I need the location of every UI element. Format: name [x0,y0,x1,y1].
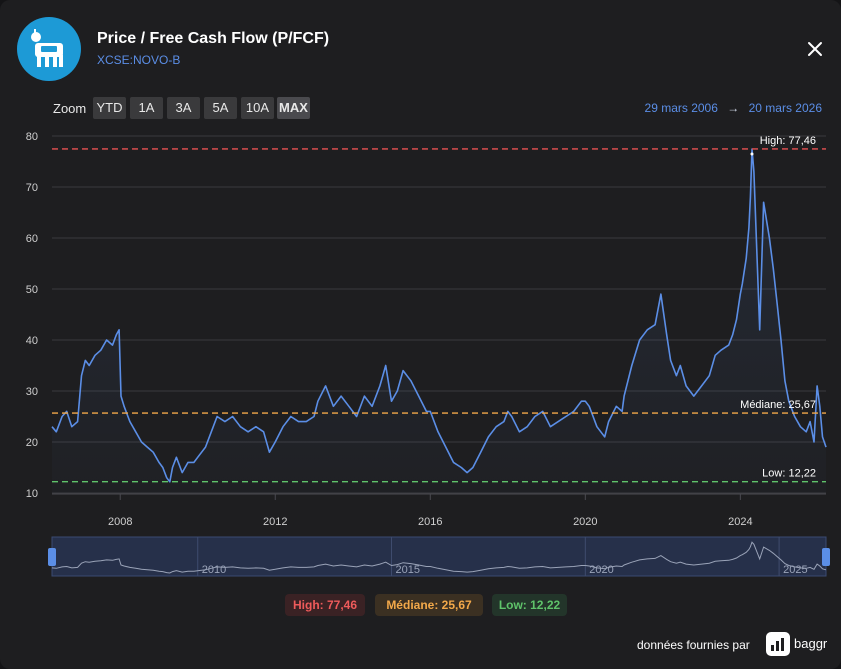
y-tick-label: 80 [26,131,38,143]
y-tick-label: 10 [26,488,38,500]
y-tick-label: 70 [26,182,38,194]
navigator-handle-right[interactable] [822,548,830,566]
zoom-button-ytd[interactable]: YTD [93,97,126,119]
navigator-handle-left[interactable] [48,548,56,566]
navigator-window[interactable] [51,536,827,577]
y-tick-label: 50 [26,284,38,296]
x-tick-label: 2024 [728,516,752,528]
company-logo [17,17,81,81]
baggr-logo-icon[interactable] [766,632,790,656]
close-icon [808,42,822,56]
reference-label: Médiane: 25,67 [740,399,816,411]
navigator-tick-label: 2015 [396,564,420,576]
zoom-button-10a[interactable]: 10A [241,97,274,119]
y-tick-label: 30 [26,386,38,398]
baggr-brand[interactable]: baggr [794,636,828,651]
reference-label: Low: 12,22 [762,468,816,480]
zoom-button-max[interactable]: MAX [277,97,310,119]
zoom-label: Zoom [53,101,87,116]
date-to[interactable]: 20 mars 2026 [748,101,822,115]
series-line-pfcf[interactable] [51,148,827,483]
reference-label: High: 77,46 [760,135,816,147]
zoom-button-3a[interactable]: 3A [167,97,200,119]
ticker-symbol[interactable]: XCSE:NOVO-B [97,53,181,67]
legend-low: Low: 12,22 [492,594,567,616]
series-area [52,149,826,493]
legend-median: Médiane: 25,67 [375,594,483,616]
date-from[interactable]: 29 mars 2006 [644,101,718,115]
x-tick-label: 2020 [573,516,597,528]
navigator-tick-label: 2025 [783,564,807,576]
data-credit: données fournies par [637,638,750,652]
navigator-tick-label: 2020 [589,564,613,576]
date-arrow: → [727,101,740,115]
x-tick-label: 2012 [263,516,287,528]
zoom-button-5a[interactable]: 5A [204,97,237,119]
x-tick-label: 2008 [108,516,132,528]
navigator-series-line [51,541,827,574]
high-marker-dot [750,152,754,156]
x-tick-label: 2016 [418,516,442,528]
zoom-button-1a[interactable]: 1A [130,97,163,119]
date-range: 29 mars 2006 → 20 mars 2026 [560,101,822,115]
y-tick-label: 60 [26,233,38,245]
chart-title: Price / Free Cash Flow (P/FCF) [97,30,330,47]
y-tick-label: 20 [26,437,38,449]
y-tick-label: 40 [26,335,38,347]
legend-high: High: 77,46 [285,594,365,616]
close-button[interactable] [806,40,824,58]
